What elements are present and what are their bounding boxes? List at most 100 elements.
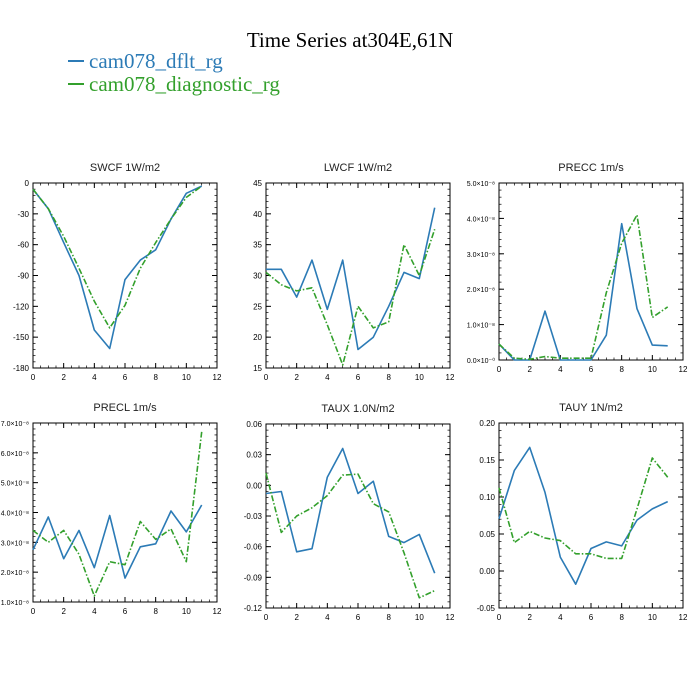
y-tick-label: 45 — [253, 179, 262, 188]
x-tick-label: 8 — [153, 607, 158, 616]
chart-panel-6: TAUY 1N/m2 0 2 4 6 8 10 12 0.20 0.15 0.10 0.05 0.00 -… — [477, 402, 688, 622]
x-tick-label: 12 — [213, 373, 222, 382]
panel-title: SWCF 1W/m2 — [90, 162, 160, 174]
y-tick-label: -90 — [17, 272, 29, 281]
y-tick-label: 30 — [253, 272, 262, 281]
chart-panel-1: SWCF 1W/m2 0 2 4 6 8 10 12 0 -30 -60 -90 -120 -150 -18… — [13, 162, 222, 382]
x-tick-label: 0 — [497, 613, 502, 622]
legend-label-diagnostic: cam078_diagnostic_rg — [89, 72, 280, 96]
x-tick-label: 6 — [356, 613, 361, 622]
x-tick-label: 8 — [153, 373, 158, 382]
y-tick-label: 40 — [253, 210, 262, 219]
x-tick-label: 0 — [31, 373, 36, 382]
x-tick-label: 2 — [61, 373, 66, 382]
x-tick-label: 10 — [648, 365, 657, 374]
plot-frame — [32, 182, 218, 369]
y-tick-label: 1.0×10⁻⁸ — [467, 323, 495, 330]
y-tick-label: 0.10 — [479, 493, 495, 502]
panel-title: PRECC 1m/s — [558, 162, 624, 174]
y-tick-label: -0.09 — [244, 573, 263, 582]
y-tick-label: 1.0×10⁻⁸ — [1, 600, 29, 607]
legend-item-dflt: cam078_dflt_rg — [68, 50, 280, 73]
y-tick-label: 20 — [253, 333, 262, 342]
x-tick-label: 4 — [325, 373, 330, 382]
x-tick-label: 8 — [619, 613, 624, 622]
y-tick-label: 2.0×10⁻⁸ — [467, 287, 495, 294]
y-tick-label: -30 — [17, 210, 29, 219]
series-line-diagnostic — [32, 185, 203, 329]
y-tick-label: 5.0×10⁻⁸ — [467, 181, 495, 188]
x-tick-label: 8 — [386, 613, 391, 622]
x-tick-label: 8 — [386, 373, 391, 382]
x-tick-label: 12 — [446, 373, 455, 382]
panel-title: TAUX 1.0N/m2 — [321, 403, 394, 415]
y-tick-label: 6.0×10⁻⁸ — [1, 451, 29, 458]
x-tick-label: 0 — [264, 613, 269, 622]
y-tick-label: 0 — [25, 179, 30, 188]
y-tick-label: 0.03 — [246, 451, 262, 460]
series-line-dflt — [32, 185, 203, 350]
y-tick-label: 4.0×10⁻⁸ — [1, 511, 29, 518]
x-tick-label: 2 — [527, 613, 532, 622]
y-tick-label: 3.0×10⁻⁸ — [467, 252, 495, 259]
panel-title: TAUY 1N/m2 — [559, 402, 623, 414]
x-tick-label: 4 — [92, 607, 97, 616]
series-line-dflt — [498, 222, 668, 361]
y-tick-label: -0.12 — [244, 604, 263, 613]
y-tick-label: 0.06 — [246, 420, 262, 429]
y-tick-label: 15 — [253, 364, 262, 373]
y-tick-label: -60 — [17, 241, 29, 250]
series-line-dflt — [498, 446, 669, 586]
series-line-dflt — [266, 207, 436, 351]
y-tick-label: 7.0×10⁻⁸ — [1, 421, 29, 428]
x-tick-label: 6 — [589, 365, 594, 374]
chart-panel-5: TAUX 1.0N/m2 0 2 4 6 8 10 12 0.06 0.03 0.00 -0.03 -0… — [244, 403, 455, 622]
series-line-dflt — [265, 447, 436, 574]
y-tick-label: 35 — [253, 241, 262, 250]
y-tick-label: -150 — [13, 333, 30, 342]
legend-swatch-dflt — [68, 60, 84, 63]
y-tick-label: 0.15 — [479, 456, 495, 465]
legend: cam078_dflt_rg cam078_diagnostic_rg — [68, 50, 280, 96]
x-tick-label: 2 — [61, 607, 66, 616]
x-tick-label: 10 — [182, 607, 191, 616]
y-tick-label: 25 — [253, 302, 262, 311]
y-tick-label: 0.00 — [246, 481, 262, 490]
legend-item-diagnostic: cam078_diagnostic_rg — [68, 73, 280, 96]
panel-title: LWCF 1W/m2 — [324, 162, 392, 174]
series-line-diagnostic — [32, 431, 203, 597]
series-line-diagnostic — [265, 229, 436, 366]
legend-swatch-diagnostic — [68, 83, 84, 86]
x-tick-label: 4 — [558, 365, 563, 374]
x-tick-label: 4 — [92, 373, 97, 382]
y-tick-label: 0.05 — [479, 530, 495, 539]
series-line-diagnostic — [498, 457, 669, 560]
y-tick-label: 0.20 — [479, 419, 495, 428]
chart-panel-3: PRECC 1m/s 0 2 4 6 8 10 12 5.0×10⁻⁸ 4.0×10⁻⁸ 3.0×1… — [467, 162, 688, 374]
x-tick-label: 10 — [415, 613, 424, 622]
x-tick-label: 8 — [619, 365, 624, 374]
y-tick-label: -0.06 — [244, 543, 263, 552]
x-tick-label: 0 — [497, 365, 502, 374]
x-tick-label: 0 — [31, 607, 36, 616]
x-tick-label: 6 — [356, 373, 361, 382]
series-line-dflt — [32, 504, 203, 579]
x-tick-label: 10 — [415, 373, 424, 382]
chart-panel-2: LWCF 1W/m2 0 2 4 6 8 10 12 45 40 35 30 25 20 15 — [253, 162, 455, 382]
x-tick-label: 0 — [264, 373, 269, 382]
y-tick-label: 2.0×10⁻⁸ — [1, 570, 29, 577]
chart-panel-4: PRECL 1m/s 0 2 4 6 8 10 12 7.0×10⁻⁸ 6.0×10⁻⁸ 5.0×1… — [1, 402, 222, 616]
x-tick-label: 12 — [446, 613, 455, 622]
panel-title: PRECL 1m/s — [93, 402, 157, 414]
y-tick-label: -0.05 — [477, 604, 496, 613]
y-tick-label: 0.0×10⁻⁰ — [467, 357, 495, 365]
x-tick-label: 2 — [294, 613, 299, 622]
x-tick-label: 2 — [527, 365, 532, 374]
figure-title: Time Series at304E,61N — [246, 28, 454, 52]
plot-frame — [498, 182, 684, 361]
x-tick-label: 6 — [589, 613, 594, 622]
plot-frame — [265, 182, 451, 369]
y-tick-label: -0.03 — [244, 512, 263, 521]
y-tick-label: -180 — [13, 364, 30, 373]
y-tick-label: 3.0×10⁻⁸ — [1, 540, 29, 547]
